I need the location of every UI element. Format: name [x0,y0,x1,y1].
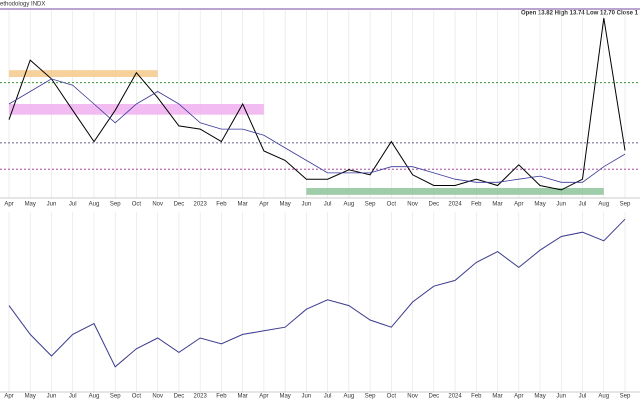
x-tick-label: Mar [492,394,502,400]
x-tick-label: Oct [132,394,142,400]
x-tick-label: Nov [152,202,163,208]
x-tick-label: Apr [4,394,13,400]
x-tick-label: Jun [556,394,566,400]
x-tick-label: Sep [110,202,121,208]
x-tick-label: Dec [428,202,439,208]
x-tick-label: Oct [387,202,397,208]
x-tick-label: Mar [237,202,247,208]
band [306,187,604,195]
x-tick-label: May [25,394,36,400]
x-tick-label: Aug [89,202,100,208]
x-tick-label: Jun [556,202,566,208]
x-tick-label: Feb [471,202,482,208]
x-tick-label: Nov [407,202,418,208]
x-tick-label: Feb [216,202,227,208]
x-tick-label: 2023 [193,202,207,208]
x-tick-label: Sep [365,202,376,208]
x-tick-label: Jun [302,394,312,400]
x-tick-label: Sep [620,202,631,208]
x-tick-label: Jul [69,202,77,208]
band [9,70,158,78]
x-tick-label: Dec [428,394,439,400]
x-tick-label: Nov [152,394,163,400]
ohlc-text: Open 13.82 High 13.74 Low 12.70 Close 1 [521,11,639,17]
x-tick-label: Jun [302,202,312,208]
x-tick-label: Aug [344,394,355,400]
x-tick-label: Jun [47,202,57,208]
series-line [8,78,626,183]
x-tick-label: Apr [514,202,523,208]
band [9,104,264,115]
x-tick-label: Sep [620,394,631,400]
x-tick-label: Oct [387,394,397,400]
x-tick-label: Mar [237,394,247,400]
x-tick-label: May [25,202,36,208]
x-tick-label: 2023 [193,394,207,400]
x-tick-label: May [279,202,290,208]
x-tick-label: Feb [216,394,227,400]
symbol-text: ethodology INDX [0,2,45,8]
x-tick-label: Jul [324,394,332,400]
x-tick-label: Aug [344,202,355,208]
x-tick-label: Aug [598,394,609,400]
series-line [8,218,626,368]
x-tick-label: Apr [259,394,268,400]
series-line [8,18,626,191]
x-tick-label: Nov [407,394,418,400]
x-tick-label: May [279,394,290,400]
x-tick-label: 2024 [448,202,462,208]
x-tick-label: Apr [259,202,268,208]
x-tick-label: Mar [492,202,502,208]
x-tick-label: May [534,202,545,208]
x-tick-label: 2024 [448,394,462,400]
x-tick-label: Jun [47,394,57,400]
x-tick-label: Oct [132,202,142,208]
x-tick-label: Jul [324,202,332,208]
x-tick-label: Apr [4,202,13,208]
x-tick-label: Jul [579,394,587,400]
x-tick-label: Dec [174,394,185,400]
x-tick-label: Feb [471,394,482,400]
x-tick-label: Jul [69,394,77,400]
x-tick-label: Sep [110,394,121,400]
x-tick-label: Aug [598,202,609,208]
x-tick-label: Aug [89,394,100,400]
x-tick-label: Apr [514,394,523,400]
x-tick-label: Jul [579,202,587,208]
x-tick-label: Dec [174,202,185,208]
x-tick-label: May [534,394,545,400]
x-tick-label: Sep [365,394,376,400]
